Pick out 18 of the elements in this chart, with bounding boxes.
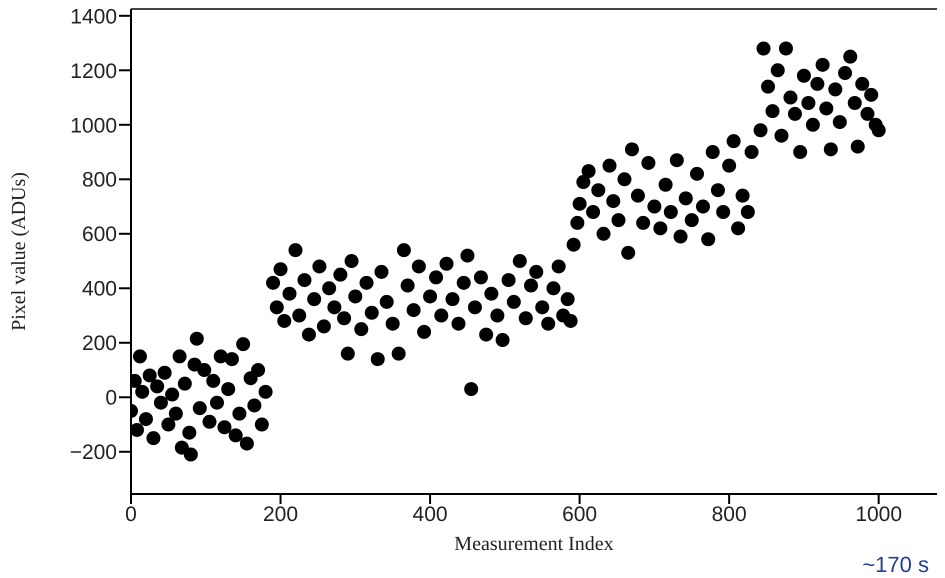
x-tick-label: 800 xyxy=(712,502,747,526)
x-tick-label: 0 xyxy=(125,502,137,526)
y-tick-label: 1000 xyxy=(70,114,117,138)
y-tick-label: 1400 xyxy=(70,5,117,28)
x-tick-label: 600 xyxy=(562,502,598,526)
x-tick-label: 1000 xyxy=(855,502,902,526)
x-tick-label: 400 xyxy=(412,502,448,526)
text: ~170 s xyxy=(862,552,929,578)
y-tick-label: 200 xyxy=(82,332,117,356)
y-tick-label: 400 xyxy=(82,278,117,301)
y-tick-label: 800 xyxy=(82,168,117,192)
y-axis-title: Pixel value (ADUs) xyxy=(8,172,30,331)
x-axis-title: Measurement Index xyxy=(454,533,614,555)
y-tick-label: 0 xyxy=(105,386,117,410)
y-tick-label: 1200 xyxy=(70,60,117,83)
x-tick-label: 200 xyxy=(263,502,298,526)
y-tick-label: −200 xyxy=(70,441,117,464)
y-tick-label: 600 xyxy=(82,223,117,246)
